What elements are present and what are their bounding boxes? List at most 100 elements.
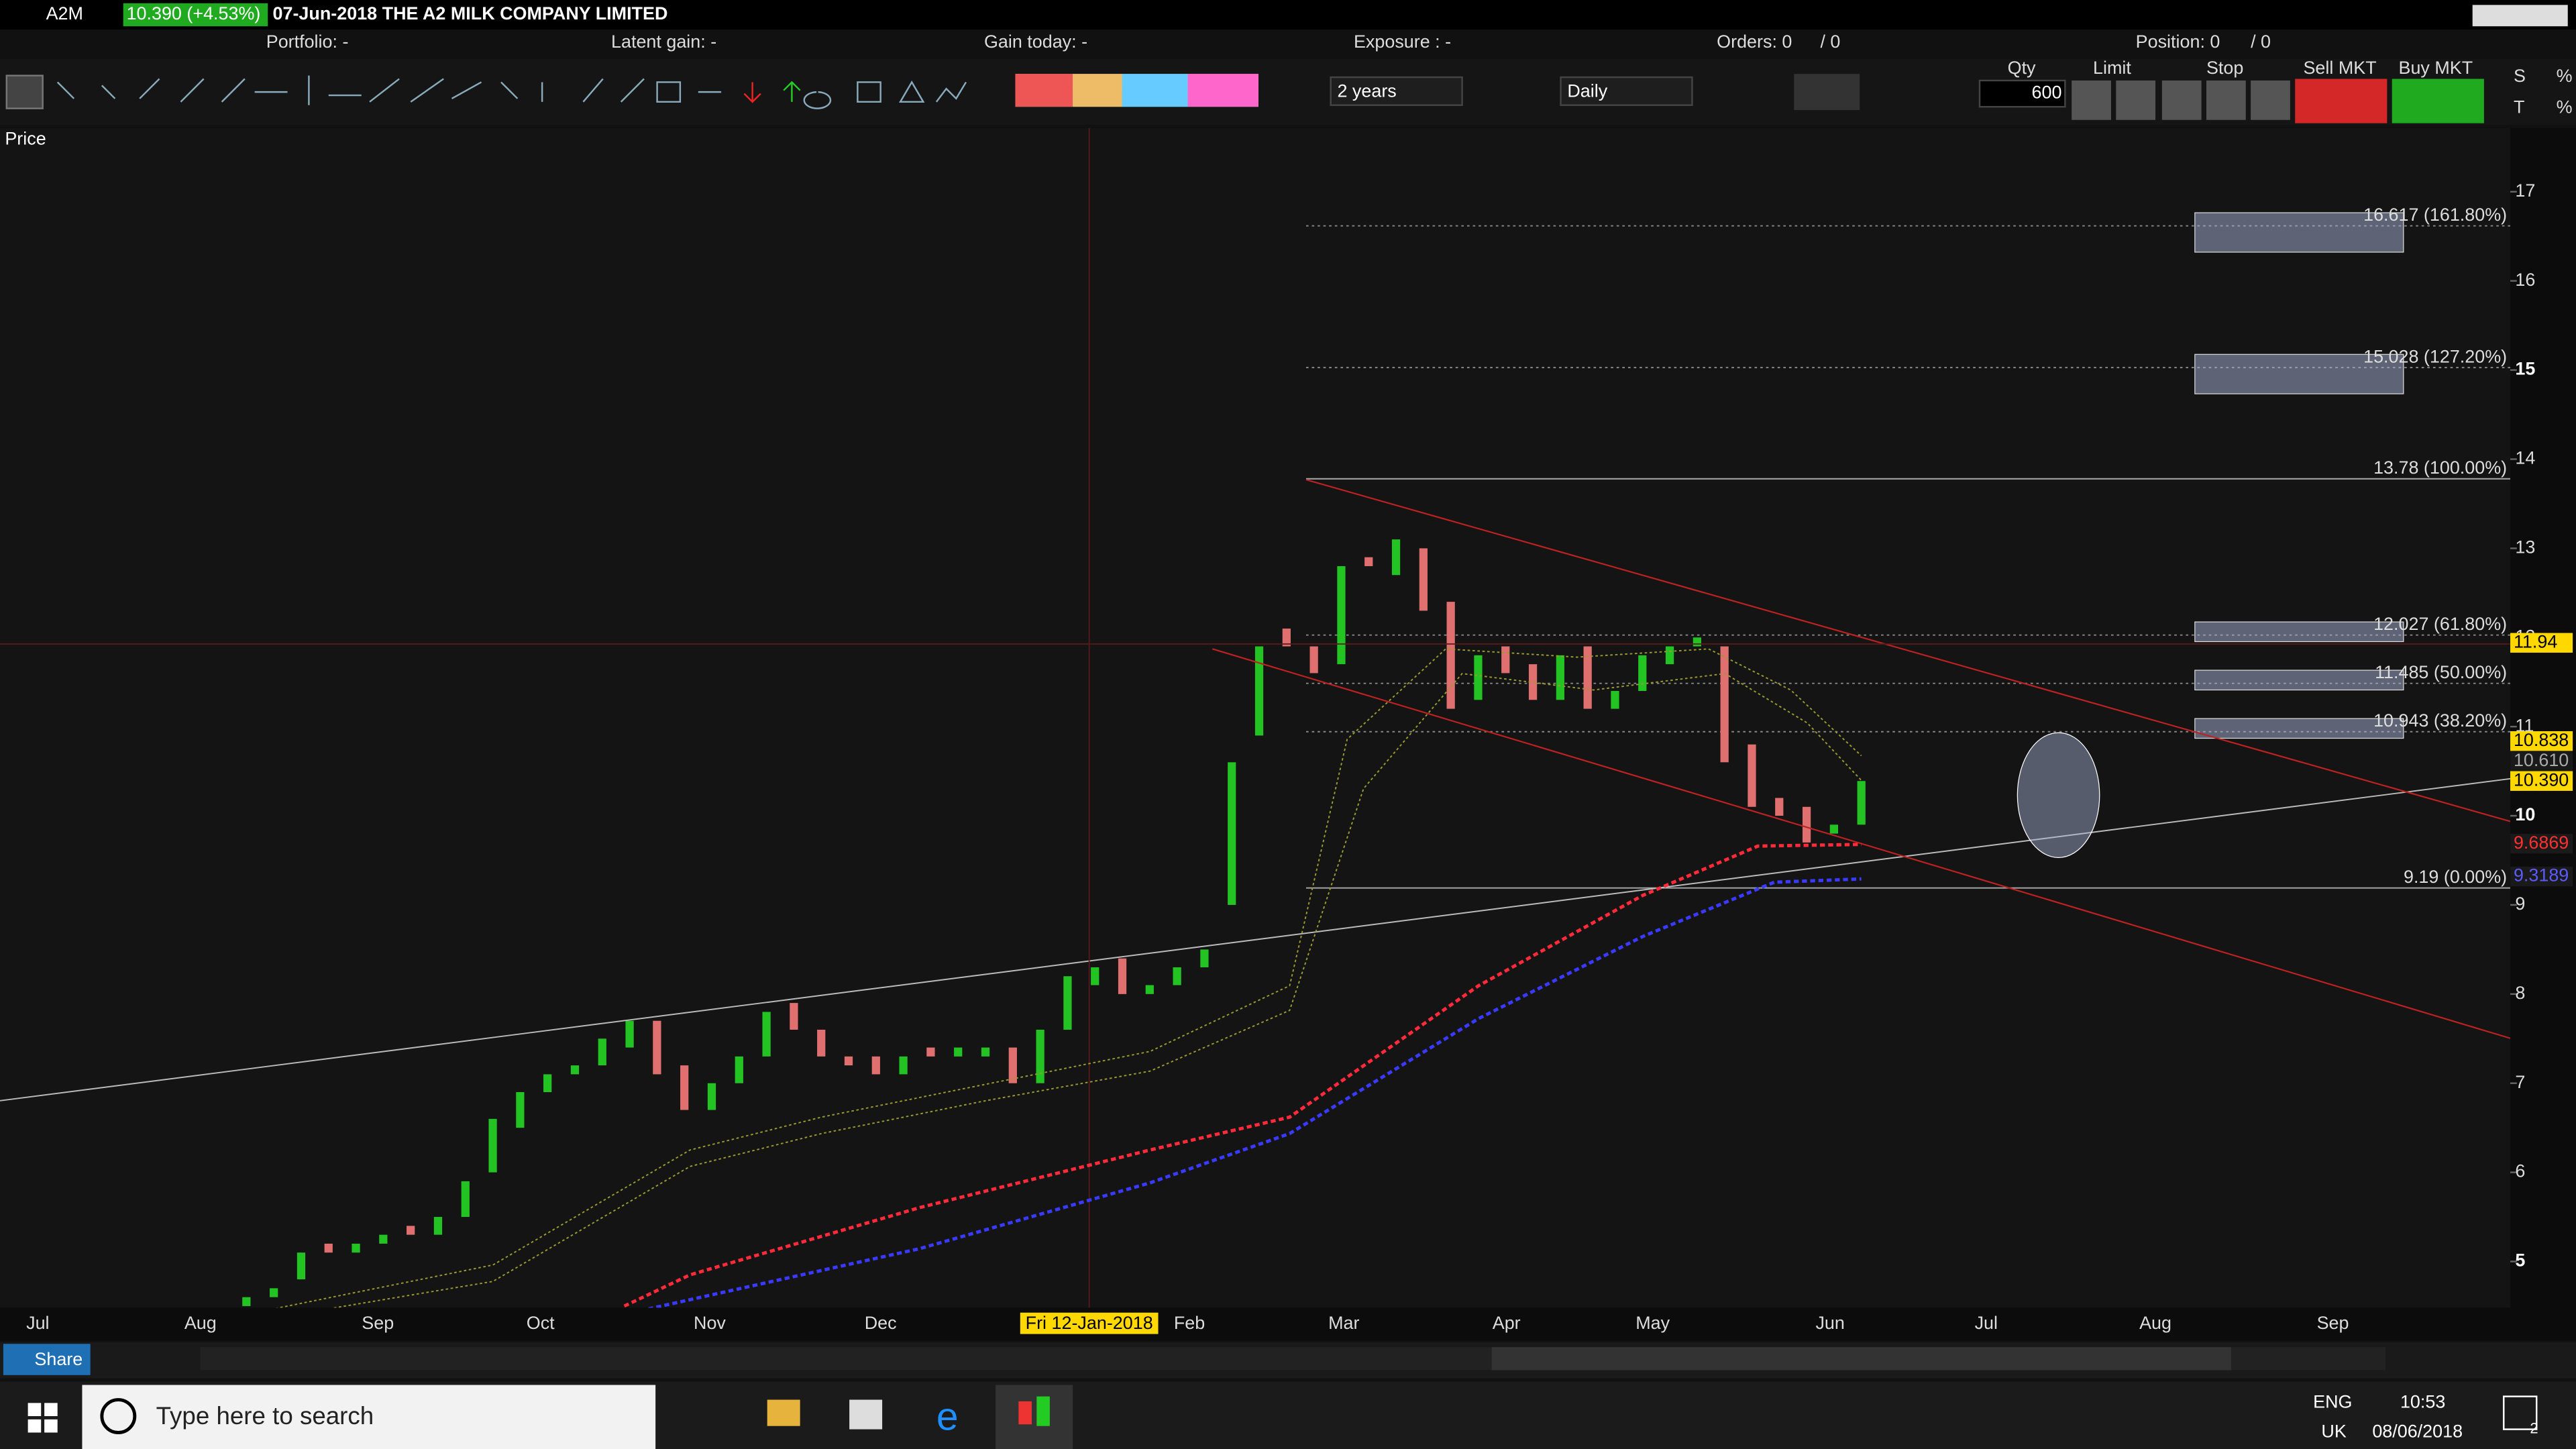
candle [598, 1038, 606, 1066]
x-tick-label: Sep [362, 1313, 394, 1333]
candle [297, 1252, 306, 1280]
s-label: S [2514, 66, 2526, 86]
candle [1309, 646, 1318, 674]
candle [1036, 1029, 1044, 1083]
panel-label: Price [5, 128, 46, 148]
candle [1063, 976, 1072, 1030]
svg-text:e: e [936, 1395, 959, 1438]
scroll-thumb[interactable] [1491, 1347, 2231, 1371]
x-tick-label: Sep [2317, 1313, 2349, 1333]
x-tick-label: May [1635, 1313, 1670, 1333]
latent-gain: Latent gain: - [611, 32, 716, 52]
candle [625, 1020, 634, 1048]
y-tick-label: 7 [2515, 1072, 2525, 1092]
candle [488, 1118, 497, 1173]
y-tick-label: 14 [2515, 448, 2535, 468]
candle [680, 1065, 689, 1110]
clock-time: 10:53 [2400, 1392, 2445, 1412]
x-tick-label: Apr [1493, 1313, 1521, 1333]
candle [844, 1056, 853, 1066]
candle [1829, 824, 1839, 834]
crosshair-label: Fri 12-Jan-2018 [1026, 1313, 1153, 1333]
fib-box [2194, 718, 2404, 739]
buy-button[interactable] [2392, 78, 2484, 123]
candle [762, 1012, 771, 1057]
x-tick-label: Aug [2139, 1313, 2171, 1333]
fib-label: 16.617 (161.80%) [2363, 205, 2507, 225]
candle [653, 1020, 661, 1075]
candle [1556, 655, 1564, 700]
x-tick-label: Jun [1815, 1313, 1844, 1333]
y-tick-label: 13 [2515, 537, 2535, 557]
interval: Daily [1567, 80, 1607, 101]
y-tick-label: 16 [2515, 270, 2535, 290]
y-axis [2510, 128, 2576, 1308]
candle [1583, 646, 1592, 709]
x-tick-label: Nov [694, 1313, 726, 1333]
indicator-button[interactable] [1794, 74, 1860, 111]
period-select[interactable] [1330, 76, 1463, 106]
x-tick-label: Aug [184, 1313, 217, 1333]
candle [1282, 628, 1291, 647]
y-tick-label: 8 [2515, 983, 2525, 1003]
start-button[interactable] [28, 1403, 58, 1433]
candle [1337, 566, 1346, 665]
candle [1638, 655, 1647, 691]
candle [1474, 655, 1483, 700]
stop-label: Stop [2206, 58, 2243, 78]
fib-label: 11.485 (50.00%) [2375, 662, 2507, 682]
color-palette[interactable] [1015, 74, 1258, 107]
candle [954, 1047, 963, 1057]
position-b: / 0 [2251, 32, 2271, 52]
price-tag [2510, 833, 2573, 854]
candle [1145, 985, 1154, 994]
crosshair-tag [1020, 1312, 1159, 1334]
x-tick-label: Mar [1328, 1313, 1359, 1333]
candle [1748, 744, 1756, 807]
qty-input[interactable] [1978, 79, 2066, 108]
candle [1665, 646, 1674, 665]
search-box[interactable] [82, 1385, 656, 1449]
portfolio: Portfolio: - [266, 32, 349, 52]
candle [790, 1003, 798, 1030]
sell-button[interactable] [2295, 78, 2387, 123]
drawing-tools[interactable] [5, 74, 967, 109]
fib-box [2194, 669, 2404, 691]
interval-select[interactable] [1560, 76, 1693, 106]
info-bar [0, 30, 2576, 56]
x-tick-label: Dec [865, 1313, 897, 1333]
fib-label: 9.19 (0.00%) [2404, 867, 2507, 887]
price-tag-label: 9.6869 [2514, 833, 2569, 853]
search-icon [100, 1398, 137, 1434]
candle [516, 1092, 525, 1128]
s-pct: % [2557, 66, 2573, 86]
price-tag-label: 10.610 [2514, 750, 2569, 770]
taskbar-apps[interactable]: e [767, 1385, 1073, 1449]
fib-label: 12.027 (61.80%) [2373, 614, 2507, 634]
candle [1720, 646, 1729, 763]
window-controls[interactable] [2472, 5, 2568, 27]
period: 2 years [1337, 80, 1396, 101]
notifications-icon[interactable] [2503, 1395, 2538, 1430]
orders: Orders: 0 [1717, 32, 1792, 52]
x-tick-label: Jul [26, 1313, 49, 1333]
y-tick-label: 6 [2515, 1161, 2525, 1181]
candle [570, 1065, 580, 1075]
quote-bg [123, 3, 268, 27]
candle [1802, 806, 1811, 843]
candle [707, 1083, 716, 1110]
clock-date: 08/06/2018 [2372, 1421, 2463, 1442]
candle [543, 1074, 552, 1093]
fib-label: 13.78 (100.00%) [2373, 458, 2507, 478]
candle [1091, 967, 1099, 985]
candle [324, 1243, 333, 1253]
exposure: Exposure : - [1354, 32, 1451, 52]
price-tag [2510, 731, 2573, 751]
order-buttons[interactable] [2072, 80, 2290, 120]
candle [352, 1243, 360, 1253]
candle [1228, 762, 1236, 905]
share-button[interactable] [3, 1344, 91, 1375]
position: Position: 0 [2136, 32, 2220, 52]
